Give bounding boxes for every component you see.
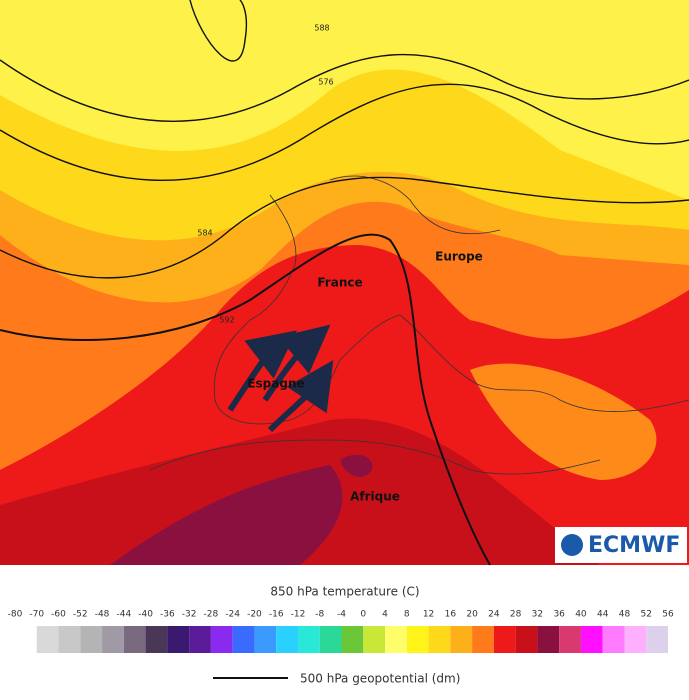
colorbar-tick-label: -20 [247, 610, 262, 620]
colorbar-swatch [472, 626, 494, 653]
colorbar-swatch [428, 626, 451, 653]
line-legend-label: 500 hPa geopotential (dm) [300, 672, 460, 686]
colorbar-swatch [80, 626, 103, 653]
colorbar-swatch [580, 626, 603, 653]
map: France Europe Espagne Afrique 588 576 58… [0, 0, 689, 566]
colorbar-swatch [232, 626, 255, 653]
colorbar-tick-label: -52 [73, 610, 88, 620]
colorbar-swatch [406, 626, 429, 653]
colorbar-swatch [602, 626, 625, 653]
colorbar-tick-label: 48 [619, 610, 631, 620]
colorbar-tick-label: -80 [8, 610, 23, 620]
colorbar-swatch [385, 626, 407, 653]
colorbar-tick-label: -24 [225, 610, 240, 620]
colorbar-swatch [341, 626, 364, 653]
logo-icon [561, 534, 583, 556]
colorbar-tick-label: 32 [532, 610, 543, 620]
colorbar-swatch [450, 626, 473, 653]
colorbar-tick-label: -44 [116, 610, 131, 620]
colorbar-swatch [363, 626, 386, 653]
colorbar-tick-label: -70 [29, 610, 44, 620]
colorbar-swatch [145, 626, 168, 653]
colorbar-swatch [210, 626, 233, 653]
colorbar-tick-label: 36 [553, 610, 565, 620]
colorbar-swatch [297, 626, 320, 653]
colorbar-swatch [123, 626, 146, 653]
colorbar-tick-label: 4 [382, 610, 388, 620]
colorbar-swatch [537, 626, 560, 653]
colorbar-tick-label: -40 [138, 610, 153, 620]
colorbar-tick-label: 0 [360, 610, 366, 620]
colorbar-tick-label: -12 [291, 610, 306, 620]
colorbar-tick-label: 56 [662, 610, 674, 620]
contour-label: 576 [318, 78, 333, 87]
colorbar-tick-label: -32 [182, 610, 197, 620]
map-label: France [317, 276, 362, 290]
colorbar-swatch [102, 626, 124, 653]
colorbar-tick-label: 40 [575, 610, 587, 620]
map-label: Europe [435, 250, 483, 264]
colorbar-tick-label: -16 [269, 610, 284, 620]
logo: ECMWF [588, 533, 680, 558]
colorbar-swatch [276, 626, 298, 653]
contour-label: 588 [314, 24, 329, 33]
contour-label: 592 [219, 316, 234, 325]
colorbar-swatch [319, 626, 342, 653]
map-label: Espagne [247, 377, 304, 391]
colorbar-swatch [167, 626, 190, 653]
colorbar-tick-label: -36 [160, 610, 175, 620]
legend: 850 hPa temperature (C) 500 hPa geopoten… [8, 585, 674, 686]
colorbar-tick-label: -28 [204, 610, 219, 620]
colorbar-tick-label: 16 [445, 610, 457, 620]
legend-title: 850 hPa temperature (C) [270, 585, 419, 599]
colorbar-swatch [254, 626, 277, 653]
colorbar-swatch [189, 626, 211, 653]
colorbar-tick-label: 28 [510, 610, 522, 620]
colorbar-swatch [646, 626, 668, 653]
colorbar-tick-label: -4 [337, 610, 346, 620]
colorbar-tick-label: 24 [488, 610, 500, 620]
colorbar-tick-label: -8 [315, 610, 324, 620]
colorbar-swatch [58, 626, 81, 653]
contour-label: 584 [197, 229, 212, 238]
colorbar-swatch [559, 626, 581, 653]
colorbar-tick-label: 8 [404, 610, 410, 620]
colorbar-tick-label: 20 [466, 610, 478, 620]
colorbar-tick-label: 52 [641, 610, 652, 620]
colorbar-tick-label: -60 [51, 610, 66, 620]
colorbar-tick-label: -48 [95, 610, 110, 620]
colorbar-tick-label: 44 [597, 610, 609, 620]
colorbar-swatch [624, 626, 647, 653]
colorbar-swatch [36, 626, 59, 653]
colorbar-tick-label: 12 [423, 610, 434, 620]
colorbar-swatch [493, 626, 516, 653]
map-label: Afrique [350, 490, 400, 504]
colorbar-swatch [515, 626, 538, 653]
